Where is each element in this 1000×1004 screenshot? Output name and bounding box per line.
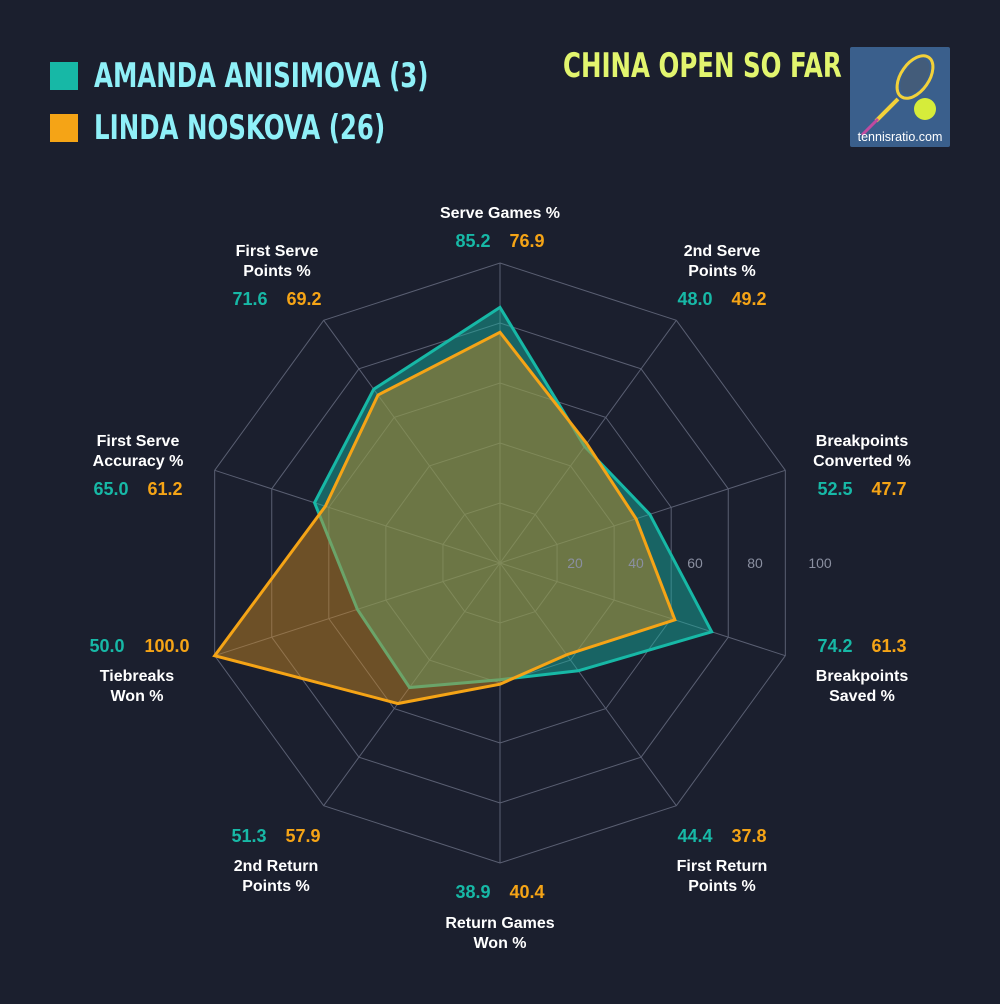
- value-label-anisimova: 52.5: [817, 479, 852, 499]
- axis-label: Breakpoints: [816, 433, 909, 450]
- axis-label: Points %: [688, 878, 756, 895]
- value-label-anisimova: 50.0: [89, 636, 124, 656]
- value-label-noskova: 40.4: [509, 882, 544, 902]
- axis-label: Tiebreaks: [100, 668, 175, 685]
- tick-label: 20: [567, 555, 583, 571]
- value-label-noskova: 76.9: [509, 231, 544, 251]
- axis-label: Points %: [243, 263, 311, 280]
- value-label-anisimova: 38.9: [455, 882, 490, 902]
- axis-label: First Serve: [236, 243, 319, 260]
- axis-label: Breakpoints: [816, 668, 909, 685]
- axis-label: 2nd Serve: [684, 243, 761, 260]
- axis-label: First Serve: [97, 433, 180, 450]
- value-label-anisimova: 65.0: [93, 479, 128, 499]
- legend-item-noskova: LINDA NOSKOVA (26): [50, 102, 559, 154]
- tick-label: 40: [628, 555, 644, 571]
- axis-label: Serve Games %: [440, 205, 560, 222]
- axis-label: Converted %: [813, 453, 911, 470]
- grid-spoke: [499, 562, 786, 657]
- value-label-noskova: 61.3: [871, 636, 906, 656]
- tennisratio-logo: tennisratio.com: [850, 47, 950, 147]
- value-label-noskova: 57.9: [285, 826, 320, 846]
- axis-label: Accuracy %: [93, 453, 184, 470]
- grid-spoke: [499, 320, 677, 564]
- value-label-noskova: 37.8: [731, 826, 766, 846]
- axis-label: Won %: [110, 688, 163, 705]
- value-label-anisimova: 74.2: [817, 636, 852, 656]
- value-label-noskova: 49.2: [731, 289, 766, 309]
- axis-label: Points %: [242, 878, 310, 895]
- legend-swatch-orange: [50, 114, 78, 142]
- tick-label: 80: [747, 555, 763, 571]
- value-label-noskova: 100.0: [144, 636, 189, 656]
- legend-label: LINDA NOSKOVA (26): [94, 108, 386, 148]
- value-label-anisimova: 51.3: [231, 826, 266, 846]
- axis-label: Saved %: [829, 688, 895, 705]
- axis-label: Return Games: [445, 915, 554, 932]
- value-label-anisimova: 48.0: [677, 289, 712, 309]
- legend-label: AMANDA ANISIMOVA (3): [94, 56, 429, 96]
- value-label-anisimova: 71.6: [232, 289, 267, 309]
- legend-swatch-teal: [50, 62, 78, 90]
- tick-label: 60: [687, 555, 703, 571]
- axis-label: Won %: [473, 935, 526, 952]
- racket-ball-icon: [860, 54, 936, 137]
- legend: AMANDA ANISIMOVA (3) LINDA NOSKOVA (26): [50, 50, 559, 154]
- logo-text: tennisratio.com: [857, 130, 943, 144]
- value-label-anisimova: 85.2: [455, 231, 490, 251]
- tick-label: 100: [808, 555, 832, 571]
- axis-label: Points %: [688, 263, 756, 280]
- value-label-noskova: 61.2: [147, 479, 182, 499]
- chart-title: CHINA OPEN SO FAR: [563, 46, 842, 86]
- value-label-noskova: 47.7: [871, 479, 906, 499]
- grid-spoke: [214, 469, 501, 564]
- axis-label: First Return: [677, 858, 768, 875]
- axis-label: 2nd Return: [234, 858, 318, 875]
- grid-spoke: [499, 469, 786, 564]
- grid-spoke: [323, 320, 501, 564]
- grid-spoke: [323, 562, 501, 806]
- grid-spoke: [499, 562, 677, 806]
- series-area-0: [312, 305, 714, 690]
- series-area-1: [212, 330, 677, 706]
- legend-item-anisimova: AMANDA ANISIMOVA (3): [50, 50, 559, 102]
- value-label-noskova: 69.2: [286, 289, 321, 309]
- value-label-anisimova: 44.4: [677, 826, 712, 846]
